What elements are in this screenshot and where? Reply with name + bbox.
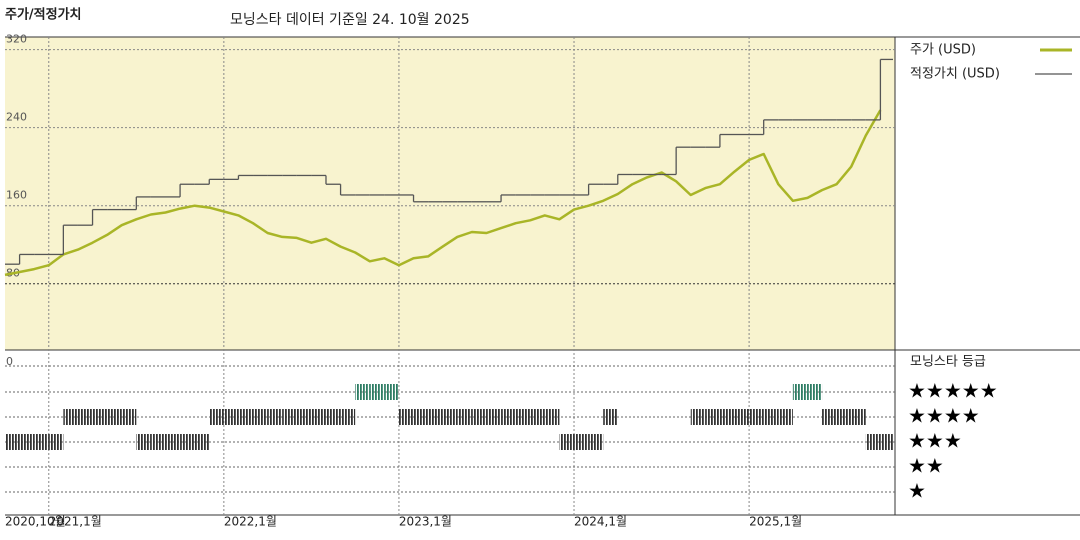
rating-bar (340, 409, 356, 425)
x-tick-label: 2024,1월 (574, 515, 627, 529)
rating-bar (19, 434, 35, 450)
rating-bar (865, 434, 881, 450)
rating-bar (77, 409, 93, 425)
rating-bar (150, 434, 166, 450)
rating-bar (807, 384, 823, 400)
y-tick-label: 320 (6, 33, 27, 46)
rating-bar (705, 409, 720, 425)
rating-bar (194, 434, 210, 450)
price-line (4, 109, 882, 277)
rating-bar (369, 384, 385, 400)
rating-legend-stars: ★★ (908, 454, 944, 478)
rating-legend-stars: ★ (908, 479, 926, 503)
rating-bar (107, 409, 122, 425)
rating-bar (413, 409, 429, 425)
rating-axis-label: 0 (6, 355, 13, 368)
rating-bar (515, 409, 531, 425)
rating-bar (457, 409, 472, 425)
rating-bar (822, 409, 837, 425)
legend-label: 적정가치 (USD) (910, 67, 1000, 82)
rating-bar (253, 409, 268, 425)
rating-bar (223, 409, 239, 425)
x-tick-label: 2023,1월 (399, 515, 452, 529)
rating-bar (734, 409, 750, 425)
rating-bar (544, 409, 560, 425)
rating-bar (836, 409, 852, 425)
rating-bar (763, 409, 779, 425)
rating-bar (851, 409, 866, 425)
rating-bar (48, 434, 64, 450)
x-tick-label: 2022,1월 (224, 515, 277, 529)
rating-bar (136, 434, 151, 450)
chart-title: 주가/적정가치 (5, 7, 82, 23)
rating-bar (209, 409, 224, 425)
rating-bar (398, 409, 414, 425)
y-tick-label: 240 (6, 111, 27, 124)
legend-label: 주가 (USD) (910, 43, 976, 58)
rating-bar (792, 384, 808, 400)
rating-bar (238, 409, 254, 425)
rating-bar (574, 434, 589, 450)
rating-bar (530, 409, 545, 425)
x-tick-label: 2021,1월 (49, 515, 102, 529)
rating-bar (486, 409, 502, 425)
rating-legend-stars: ★★★★ (908, 404, 980, 428)
rating-bar (719, 409, 735, 425)
rating-bar (749, 409, 764, 425)
rating-legend-stars: ★★★★★ (908, 379, 998, 403)
rating-bar (165, 434, 181, 450)
rating-legend-stars: ★★★ (908, 429, 962, 453)
rating-bar (384, 384, 399, 400)
rating-bar (603, 409, 618, 425)
rating-bar (34, 434, 49, 450)
rating-bar (559, 434, 575, 450)
rating-bar (92, 409, 108, 425)
x-tick-label: 2020,10월 (5, 515, 66, 529)
x-tick-label: 2025,1월 (749, 515, 802, 529)
rating-bar (325, 409, 341, 425)
rating-bar (180, 434, 195, 450)
y-tick-label: 160 (6, 189, 27, 202)
rating-bar (63, 409, 78, 425)
rating-bar (778, 409, 793, 425)
rating-bar (471, 409, 487, 425)
rating-bar (355, 384, 370, 400)
rating-title: 모닝스타 등급 (910, 355, 986, 370)
rating-bar (121, 409, 137, 425)
rating-bar (501, 409, 516, 425)
rating-bar (690, 409, 706, 425)
rating-bar (5, 434, 20, 450)
rating-bar (442, 409, 458, 425)
chart-subtitle: 모닝스타 데이터 기준일 24. 10월 2025 (230, 12, 470, 28)
plot-background (5, 37, 895, 350)
rating-bar (588, 434, 604, 450)
rating-bar (428, 409, 443, 425)
rating-bar (880, 434, 893, 450)
rating-bar (311, 409, 326, 425)
rating-bar (296, 409, 312, 425)
rating-bar (267, 409, 283, 425)
rating-bar (282, 409, 297, 425)
